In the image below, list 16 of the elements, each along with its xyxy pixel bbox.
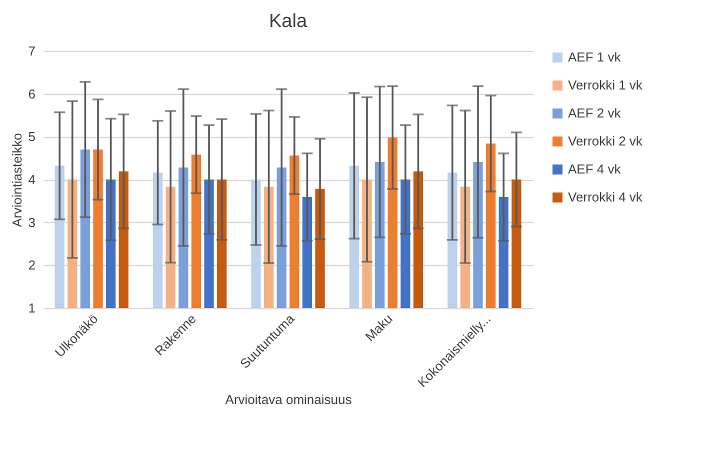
legend-label: Verrokki 2 vk: [568, 134, 643, 148]
legend-label: AEF 2 vk: [568, 106, 622, 120]
legend-label: Verrokki 4 vk: [568, 190, 643, 204]
legend-label: AEF 1 vk: [568, 50, 622, 64]
x-axis-title: Arvioitava ominaisuus: [225, 392, 352, 407]
legend-label: AEF 4 vk: [568, 162, 622, 176]
legend-label: Verrokki 1 vk: [568, 78, 643, 92]
y-tick-label: 1: [28, 300, 36, 316]
y-tick-label: 7: [28, 44, 36, 58]
chart-title: Kala: [268, 11, 308, 32]
y-axis-title: Arviointiasteikko: [9, 133, 24, 227]
y-tick-label: 6: [28, 86, 36, 102]
y-tick-label: 4: [28, 172, 36, 187]
y-tick-label: 2: [28, 258, 36, 273]
y-tick-label: 5: [28, 129, 36, 144]
y-tick-label: 3: [28, 214, 36, 230]
